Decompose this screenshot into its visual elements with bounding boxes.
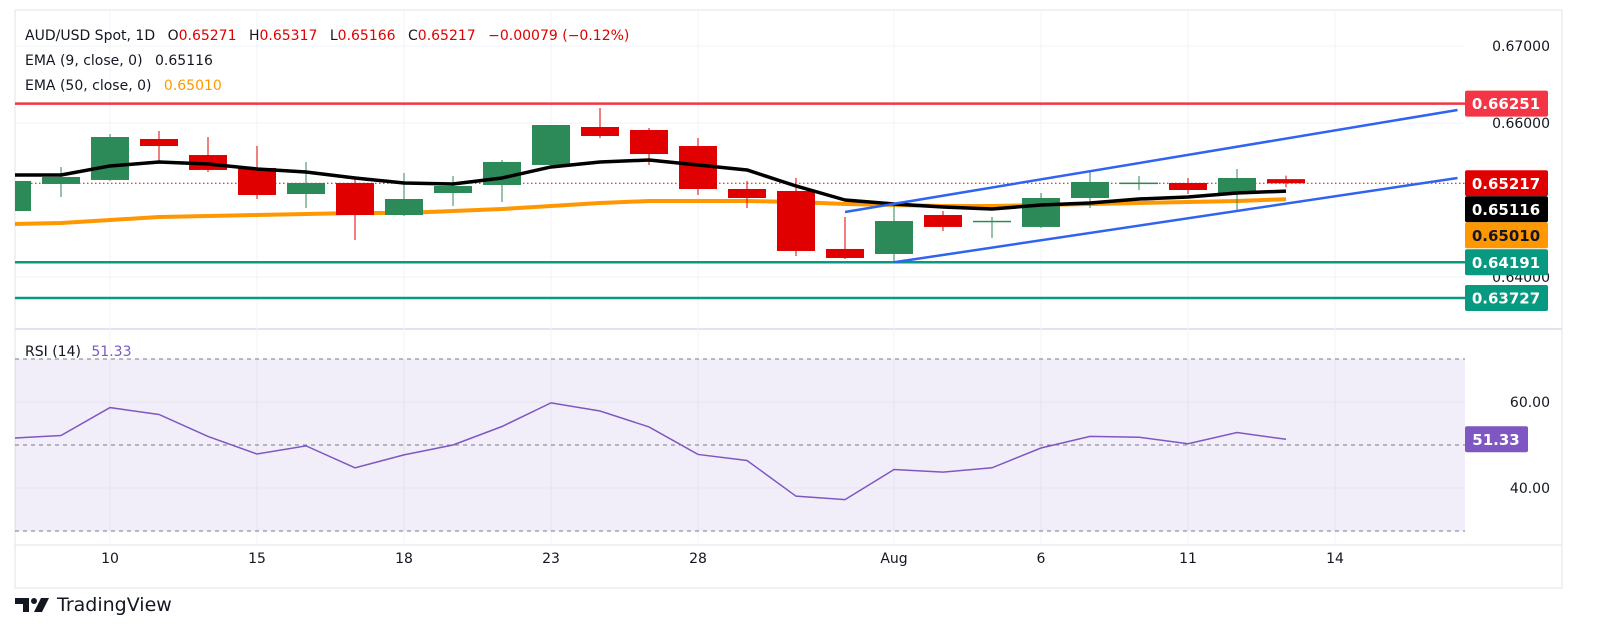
candle-up xyxy=(1022,197,1060,227)
rsi-axis-label: 40.00 xyxy=(1510,481,1550,497)
close-price-tag: 0.65217 xyxy=(1472,175,1540,193)
rsi-legend[interactable]: RSI (14) 51.33 xyxy=(25,344,133,360)
change-value: −0.00079 (−0.12%) xyxy=(488,28,630,44)
ema9-label: EMA (9, close, 0) xyxy=(25,53,143,69)
ema9-value: 0.65116 xyxy=(155,53,213,69)
candle-up xyxy=(875,221,913,254)
time-axis-label: 6 xyxy=(1037,551,1046,567)
price-axis-label: 0.66000 xyxy=(1492,116,1550,132)
time-axis-label: 14 xyxy=(1326,551,1344,567)
time-axis-label: 18 xyxy=(395,551,413,567)
candle-down xyxy=(140,139,178,147)
tradingview-logo[interactable]: TradingView xyxy=(15,594,172,616)
tradingview-logo-icon xyxy=(15,598,49,612)
time-axis-label: 23 xyxy=(542,551,560,567)
close-price-tag-bg xyxy=(1465,170,1548,197)
support-price-tag-bg xyxy=(1465,249,1548,276)
low-label: L xyxy=(329,28,338,44)
candle-down xyxy=(924,215,962,227)
candle-up xyxy=(15,180,31,212)
high-value: 0.65317 xyxy=(259,28,318,44)
high-label: H xyxy=(248,28,260,44)
candle-up xyxy=(973,220,1011,223)
time-axis-label: 10 xyxy=(101,551,119,567)
ema9-legend[interactable]: EMA (9, close, 0) 0.65116 xyxy=(25,53,215,69)
candle-up xyxy=(91,137,129,180)
ema9-price-tag-bg xyxy=(1465,196,1548,223)
ema50-price-tag: 0.65010 xyxy=(1472,227,1540,245)
candle-down xyxy=(336,182,374,216)
close-value: 0.65217 xyxy=(417,28,476,44)
trend-line-upper xyxy=(844,108,1458,214)
support-price-tag: 0.63727 xyxy=(1472,290,1540,308)
tradingview-brand: TradingView xyxy=(57,594,172,616)
candle-down xyxy=(826,248,864,258)
resistance-price-tag-bg xyxy=(1465,90,1548,117)
trend-line-lower xyxy=(893,176,1458,264)
low-value: 0.65166 xyxy=(337,28,396,44)
candle-down xyxy=(1267,179,1305,184)
candle-down xyxy=(581,127,619,137)
rsi-axis-label: 60.00 xyxy=(1510,395,1550,411)
rsi-value-tag-bg xyxy=(1465,426,1528,453)
candle-down xyxy=(1169,182,1207,190)
candle-up xyxy=(1218,177,1256,194)
rsi-pane xyxy=(15,358,1465,532)
candle-down xyxy=(777,190,815,251)
candle-up xyxy=(532,125,570,165)
ema50-label: EMA (50, close, 0) xyxy=(25,78,152,94)
ema50-legend[interactable]: EMA (50, close, 0) 0.65010 xyxy=(25,78,224,94)
price-axis-label: 0.67000 xyxy=(1492,39,1550,55)
ema9-line xyxy=(15,158,1287,211)
main-pane xyxy=(15,102,1465,300)
open-label: O xyxy=(167,28,179,44)
candle-up xyxy=(434,185,472,193)
ema9-price-tag: 0.65116 xyxy=(1472,201,1540,219)
candle-up xyxy=(1071,181,1109,198)
candle-down xyxy=(238,167,276,195)
time-axis-label: 11 xyxy=(1179,551,1197,567)
time-axis-label: 15 xyxy=(248,551,266,567)
support-price-tag-bg xyxy=(1465,285,1548,312)
ema50-value: 0.65010 xyxy=(163,78,222,94)
time-axis-label: Aug xyxy=(880,551,907,567)
time-axis-label: 28 xyxy=(689,551,707,567)
resistance-price-tag: 0.66251 xyxy=(1472,95,1540,113)
close-label: C xyxy=(408,28,418,44)
ema50-price-tag-bg xyxy=(1465,222,1548,249)
open-value: 0.65271 xyxy=(178,28,237,44)
symbol-title[interactable]: AUD/USD Spot, 1D xyxy=(25,28,156,44)
candle-up xyxy=(287,182,325,194)
rsi-label: RSI (14) xyxy=(25,344,81,360)
candle-down xyxy=(630,130,668,155)
support-price-tag: 0.64191 xyxy=(1472,254,1540,272)
candle-up xyxy=(1120,182,1158,185)
candle-down xyxy=(728,188,766,198)
symbol-legend: AUD/USD Spot, 1D O0.65271 H0.65317 L0.65… xyxy=(25,28,631,44)
rsi-value-tag: 51.33 xyxy=(1472,431,1519,449)
candle-up xyxy=(42,176,80,184)
rsi-value: 51.33 xyxy=(91,344,132,360)
candle-up xyxy=(385,198,423,216)
